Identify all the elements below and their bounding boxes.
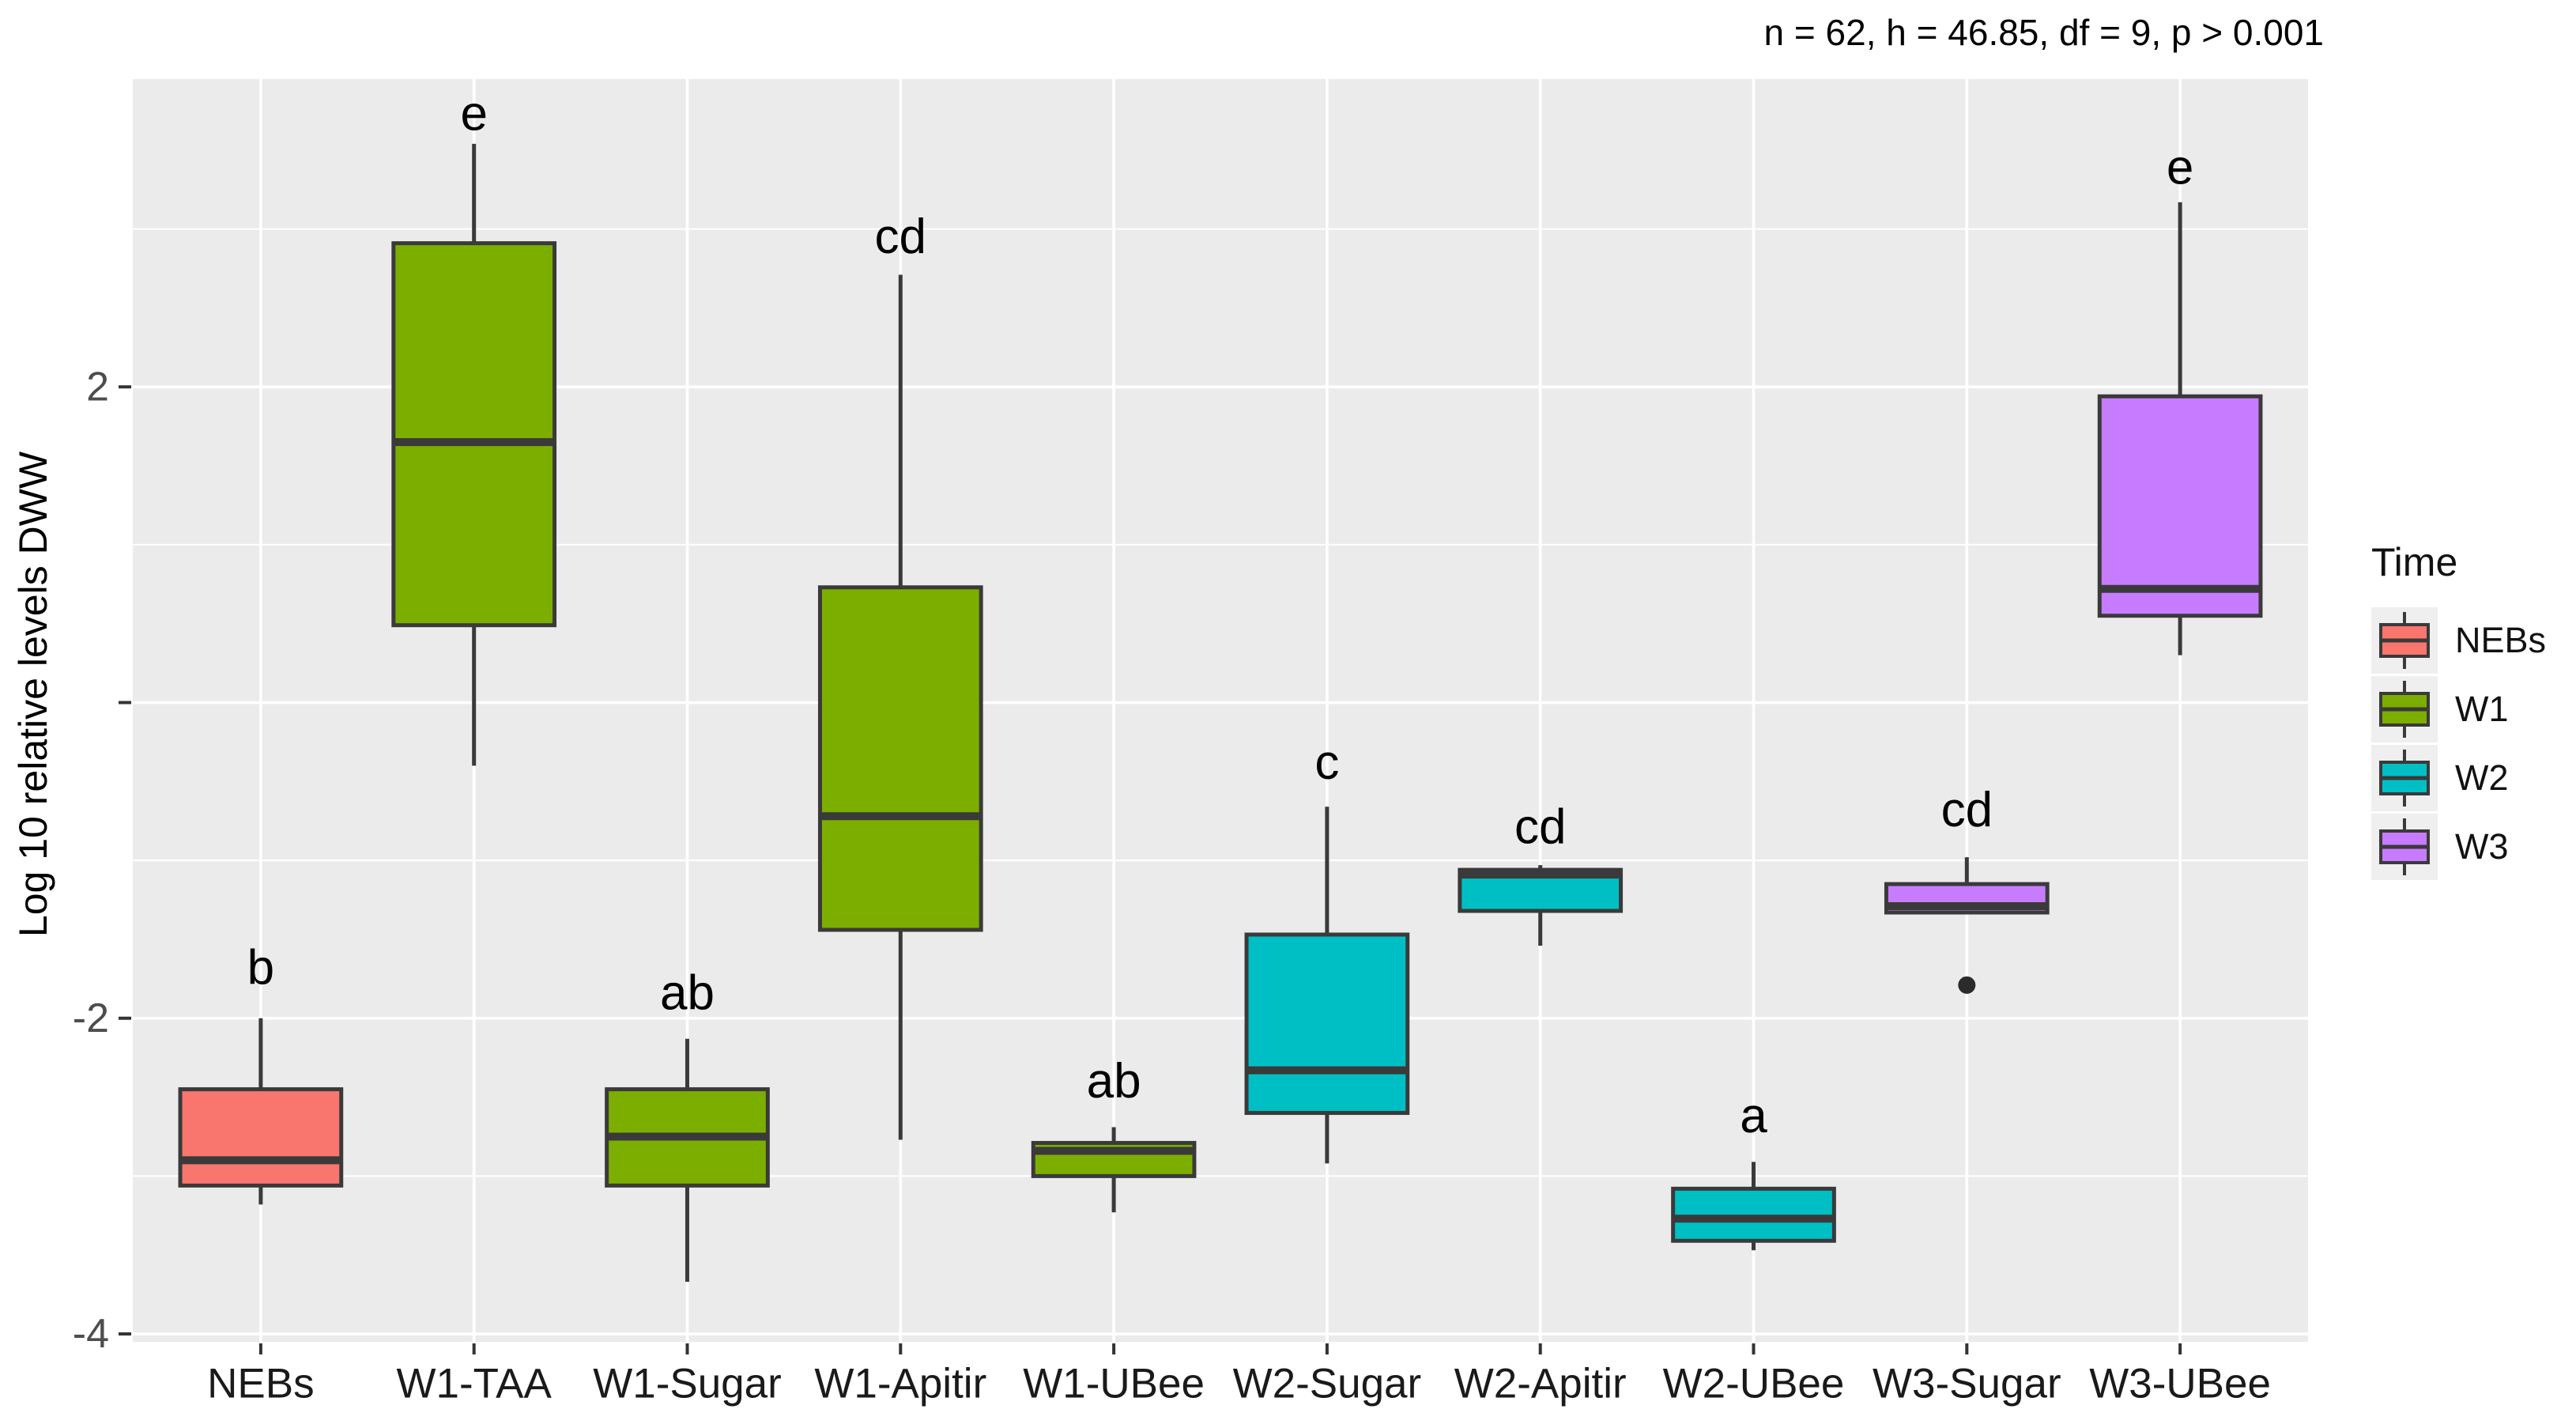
legend-entry-w2: W2 bbox=[2371, 745, 2546, 811]
x-tick-label: W3-UBee bbox=[2089, 1361, 2271, 1407]
box-W3-UBee bbox=[2097, 394, 2263, 618]
significance-letter: cd bbox=[875, 210, 926, 264]
x-tick-label: W2-Apitir bbox=[1454, 1361, 1627, 1407]
stats-annotation: n = 62, h = 46.85, df = 9, p > 0.001 bbox=[1763, 12, 2324, 53]
significance-letter: ab bbox=[1087, 1054, 1141, 1109]
box-W1-TAA bbox=[391, 241, 557, 628]
x-tick-label: W1-Sugar bbox=[593, 1361, 782, 1407]
significance-letter: b bbox=[247, 940, 274, 995]
y-axis-title: Log 10 relative levels DWW bbox=[11, 451, 55, 938]
y-tick-label: 2 bbox=[86, 364, 109, 410]
significance-letter: cd bbox=[1941, 783, 1993, 837]
outlier-point bbox=[1958, 976, 1976, 994]
box-W1-Apitir bbox=[817, 585, 983, 932]
significance-letter: e bbox=[2167, 140, 2193, 195]
x-tick-label: W1-TAA bbox=[397, 1361, 553, 1407]
legend-entry-nebs: NEBs bbox=[2371, 607, 2546, 674]
significance-letter: e bbox=[460, 86, 487, 141]
box-NEBs bbox=[178, 1087, 344, 1188]
legend-title: Time bbox=[2371, 540, 2458, 584]
legend-entry-label: W2 bbox=[2455, 757, 2509, 798]
significance-letter: a bbox=[1740, 1089, 1767, 1143]
legend-entry-label: W3 bbox=[2455, 826, 2509, 867]
x-tick-label: W2-Sugar bbox=[1233, 1361, 1422, 1407]
legend-entry-label: W1 bbox=[2455, 689, 2509, 729]
significance-letter: ab bbox=[660, 965, 715, 1020]
significance-letter: cd bbox=[1514, 800, 1566, 855]
x-tick-label: W3-Sugar bbox=[1873, 1361, 2061, 1407]
significance-letter: c bbox=[1314, 735, 1339, 790]
box-W2-Sugar bbox=[1244, 932, 1410, 1116]
legend-entry-w1: W1 bbox=[2371, 676, 2546, 742]
x-tick-label: W2-UBee bbox=[1663, 1361, 1845, 1407]
legend: Time NEBs W1 bbox=[2371, 539, 2546, 882]
y-tick-label: -2 bbox=[73, 995, 109, 1041]
legend-key-boxplot-glyph bbox=[2371, 814, 2438, 880]
legend-entry-label: NEBs bbox=[2455, 620, 2547, 660]
legend-entry-w3: W3 bbox=[2371, 814, 2546, 880]
y-tick-label: -4 bbox=[73, 1311, 109, 1357]
x-tick-label: NEBs bbox=[207, 1361, 314, 1407]
legend-key-boxplot-glyph bbox=[2371, 745, 2438, 811]
x-tick-label: W1-UBee bbox=[1023, 1361, 1205, 1407]
legend-key-boxplot-glyph bbox=[2371, 676, 2438, 742]
x-tick-label: W1-Apitir bbox=[814, 1361, 986, 1407]
legend-key-boxplot-glyph bbox=[2371, 607, 2438, 674]
